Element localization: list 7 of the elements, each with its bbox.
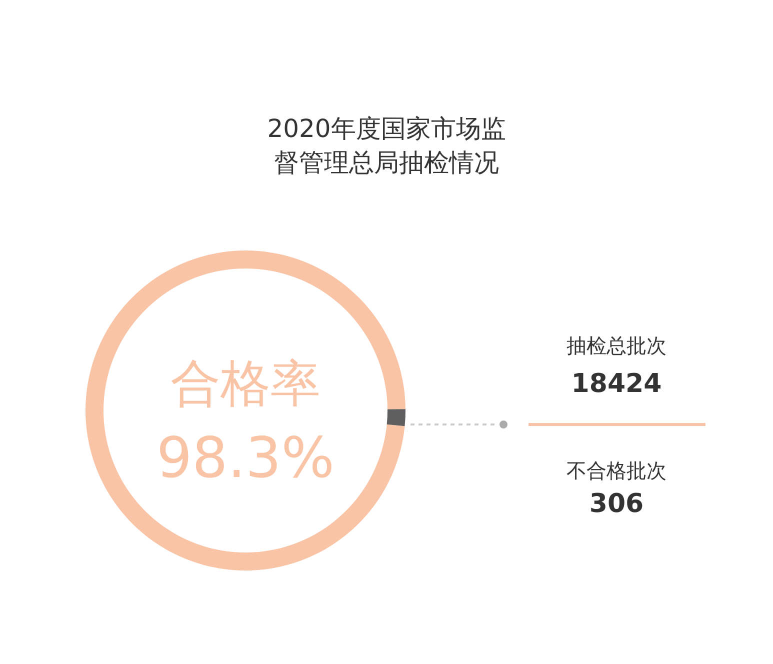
slice-label: 合格率	[170, 354, 320, 412]
text: 18424	[571, 369, 662, 399]
chart-title: 2020年度国家市场监督管理总局抽检情况	[267, 114, 506, 177]
text: 306	[589, 489, 644, 519]
data-label: 98.3%	[156, 426, 334, 491]
text: 抽检总批次	[566, 334, 666, 358]
text: 不合格批次	[566, 458, 666, 482]
